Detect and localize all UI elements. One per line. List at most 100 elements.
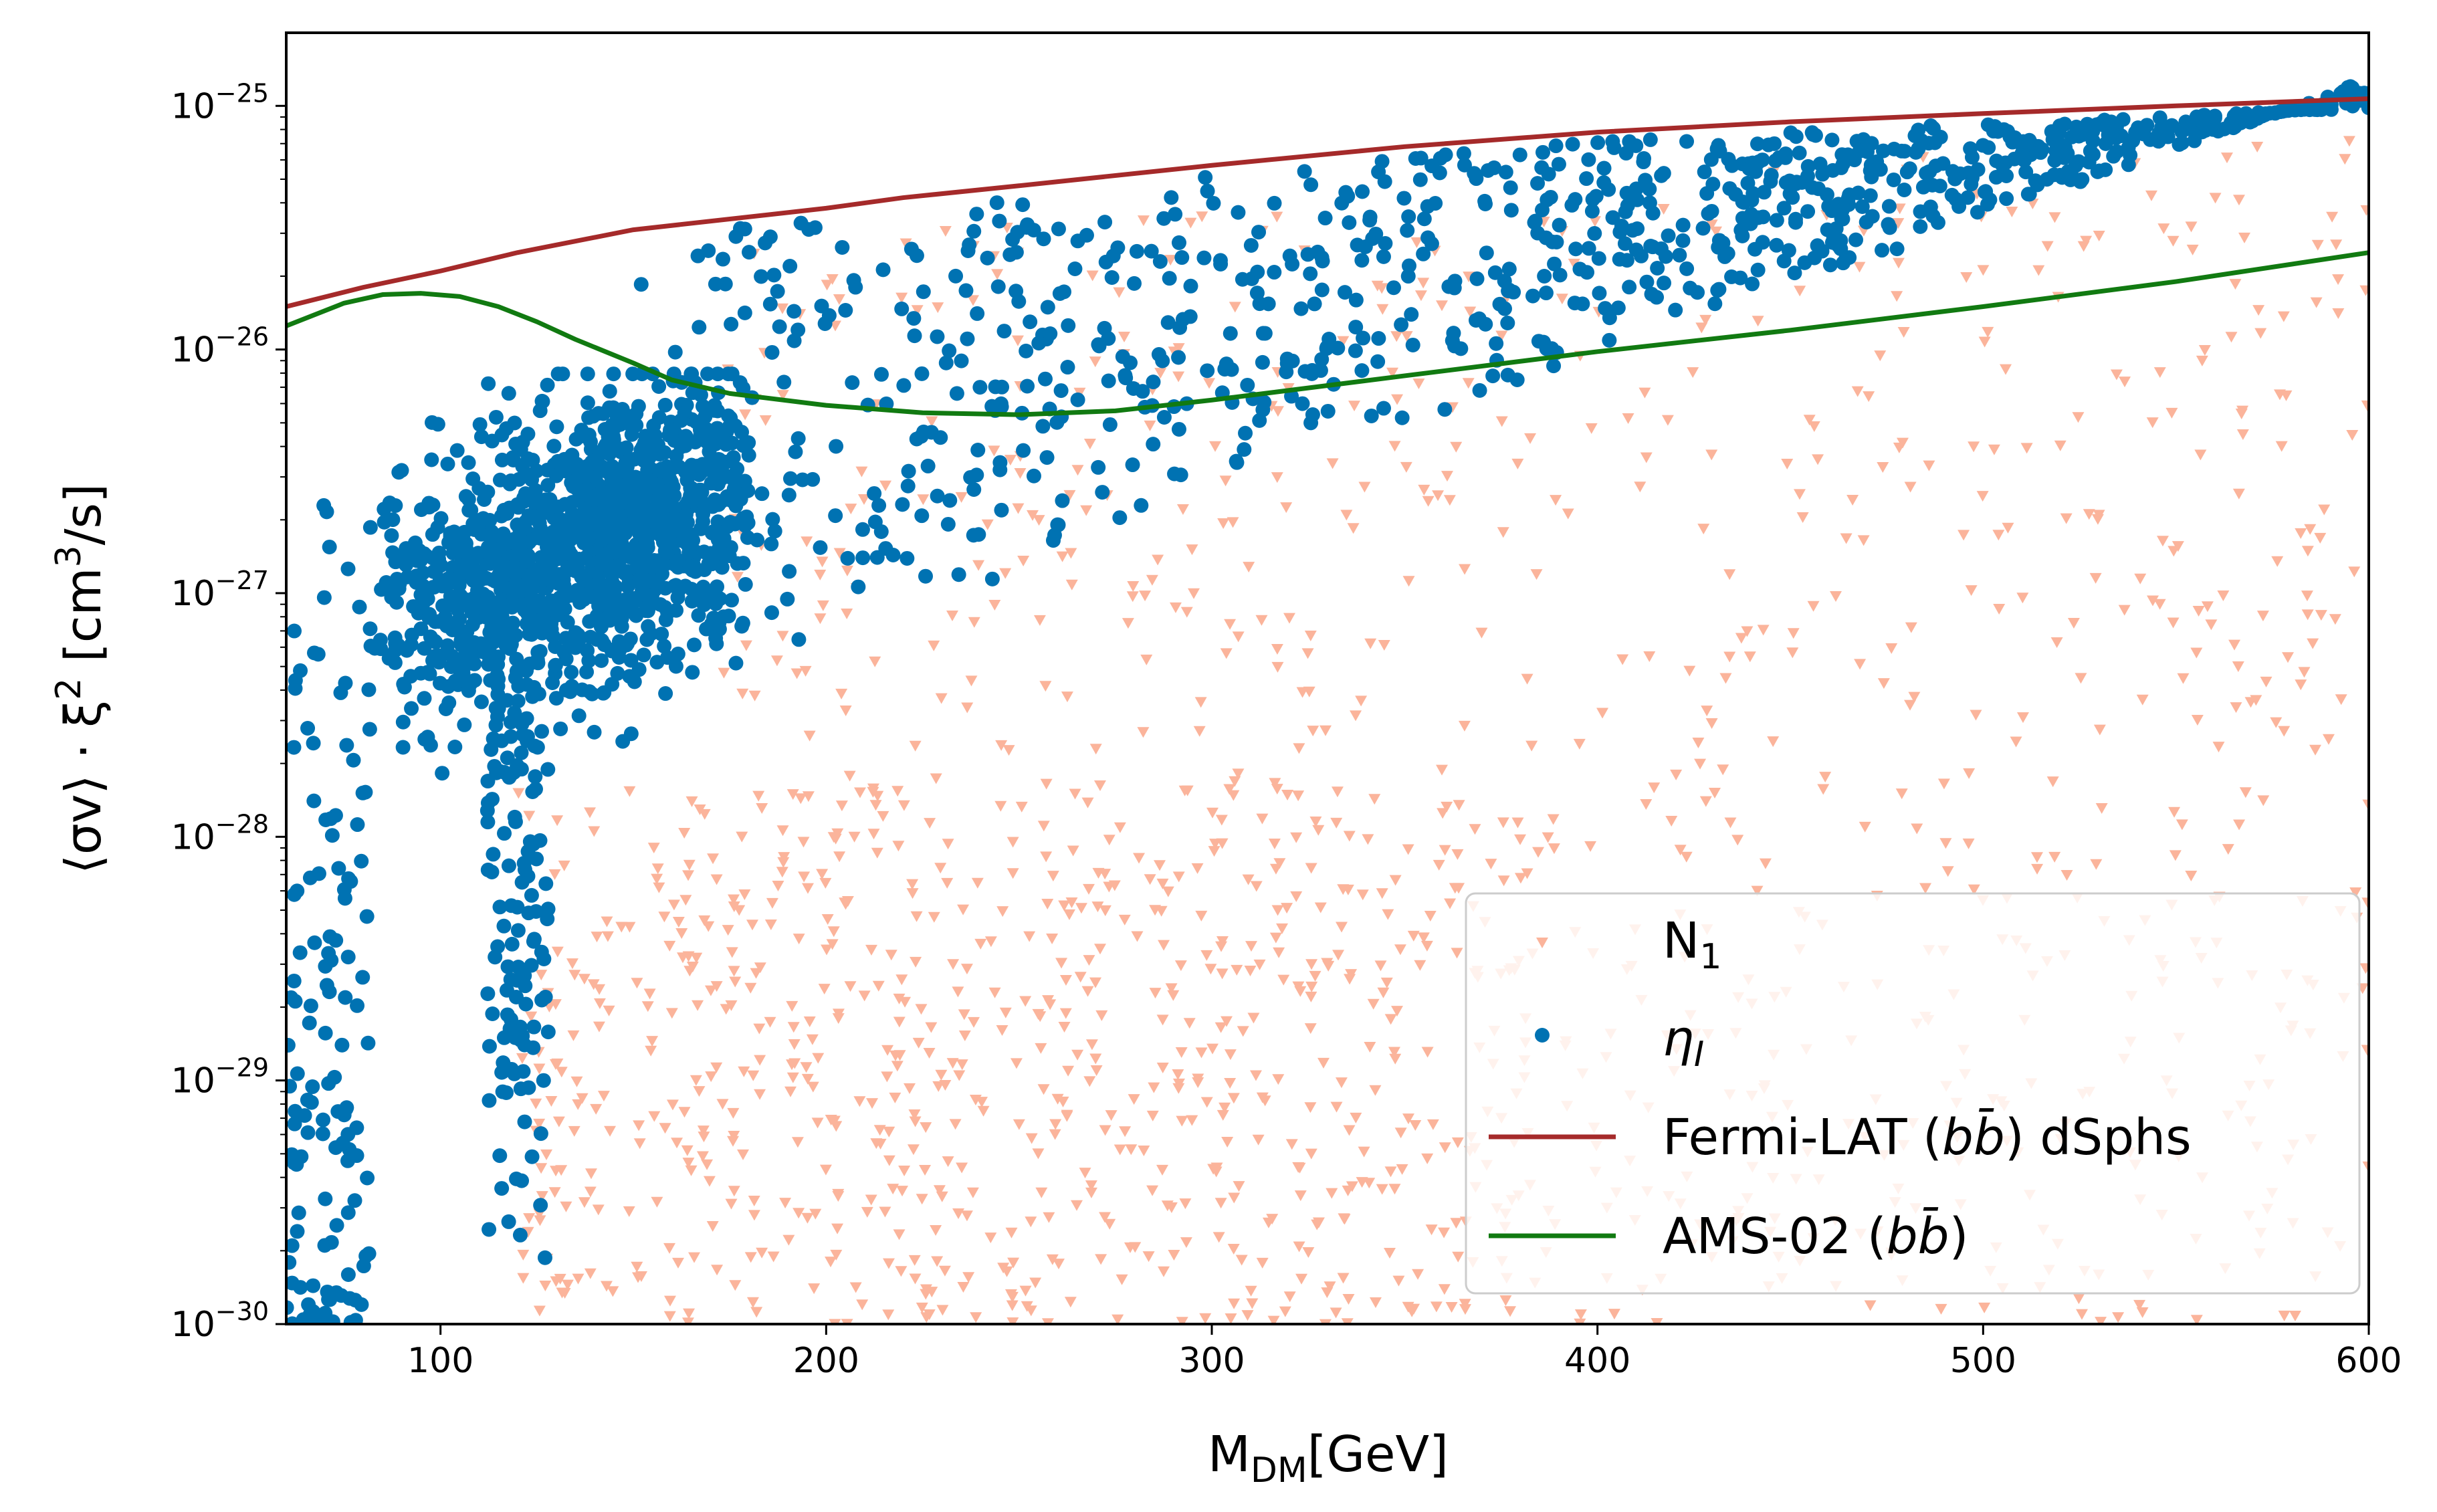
n1-point — [682, 1158, 695, 1169]
eta-point — [724, 592, 739, 608]
eta-point — [1548, 138, 1564, 154]
eta-point — [1622, 280, 1637, 295]
eta-point — [484, 612, 500, 627]
eta-point — [1102, 417, 1118, 432]
n1-point — [1807, 601, 1820, 612]
n1-point — [2194, 449, 2207, 461]
eta-point — [488, 409, 504, 425]
n1-point — [1271, 905, 1284, 916]
n1-point — [1857, 535, 1870, 546]
eta-point — [1658, 249, 1673, 264]
eta-point — [835, 239, 850, 255]
n1-point — [555, 1165, 568, 1176]
eta-point — [512, 521, 527, 536]
n1-point — [1090, 1065, 1103, 1076]
eta-point — [322, 539, 337, 554]
eta-point — [1630, 192, 1645, 207]
n1-point — [2167, 617, 2180, 629]
eta-point — [1650, 261, 1665, 276]
n1-point — [1367, 998, 1380, 1010]
n1-point — [1013, 1119, 1025, 1130]
eta-point — [1162, 271, 1177, 286]
n1-point — [1376, 304, 1389, 315]
n1-point — [857, 494, 870, 505]
n1-point — [1070, 1200, 1083, 1211]
n1-point — [952, 986, 964, 998]
eta-point — [1512, 147, 1527, 163]
n1-point — [2252, 305, 2265, 316]
eta-point — [643, 626, 659, 641]
n1-point — [690, 1075, 702, 1086]
eta-point — [545, 675, 560, 690]
eta-point — [328, 1140, 344, 1156]
eta-point — [506, 765, 522, 780]
n1-point — [685, 1165, 698, 1176]
n1-point — [2165, 407, 2178, 419]
eta-point — [2046, 167, 2062, 183]
eta-point — [930, 488, 945, 504]
n1-point — [752, 790, 765, 802]
n1-point — [2239, 787, 2252, 798]
eta-point — [571, 708, 587, 724]
n1-point — [786, 1072, 799, 1083]
eta-point — [521, 905, 536, 921]
n1-point — [753, 1023, 766, 1035]
eta-point — [631, 470, 646, 485]
eta-point — [387, 630, 403, 645]
n1-point — [908, 1109, 921, 1121]
n1-point — [988, 599, 1001, 611]
eta-point — [1722, 181, 1737, 196]
n1-point — [744, 1252, 757, 1263]
eta-point — [1863, 188, 1878, 203]
n1-point — [821, 280, 833, 291]
n1-point — [1228, 1192, 1241, 1204]
n1-point — [2067, 618, 2080, 629]
eta-point — [1617, 236, 1632, 251]
eta-point — [638, 429, 653, 444]
n1-point — [839, 706, 852, 717]
n1-point — [1113, 287, 1126, 298]
n1-point — [2348, 566, 2361, 578]
eta-point — [737, 473, 752, 489]
eta-point — [620, 578, 635, 594]
n1-point — [685, 796, 698, 807]
n1-point — [2031, 863, 2044, 875]
eta-point — [720, 366, 736, 382]
n1-point — [871, 847, 883, 859]
eta-point — [595, 633, 610, 648]
n1-point — [1511, 458, 1524, 469]
eta-point — [1314, 282, 1330, 298]
n1-point — [2090, 859, 2103, 870]
eta-point — [1923, 118, 1939, 134]
n1-point — [648, 1111, 661, 1122]
n1-point — [1904, 481, 1917, 493]
n1-point — [1037, 1084, 1050, 1095]
n1-point — [1895, 788, 1908, 800]
eta-point — [424, 415, 439, 430]
n1-point — [560, 1201, 572, 1212]
n1-point — [1495, 330, 1508, 342]
eta-point — [504, 936, 520, 952]
n1-point — [1156, 1014, 1169, 1026]
eta-point — [1237, 442, 1252, 457]
eta-point — [348, 1313, 363, 1324]
n1-point — [1362, 834, 1374, 845]
n1-point — [588, 826, 601, 837]
n1-point — [1301, 648, 1314, 659]
eta-point — [591, 492, 606, 507]
n1-point — [1885, 643, 1898, 654]
n1-point — [962, 1272, 975, 1283]
n1-point — [844, 981, 857, 992]
eta-point — [593, 557, 609, 572]
n1-point — [946, 610, 959, 621]
eta-point — [2152, 110, 2167, 126]
n1-point — [2343, 136, 2355, 147]
n1-point — [1155, 905, 1168, 917]
eta-point — [540, 477, 556, 493]
x-tick-label: 600 — [2335, 1341, 2402, 1381]
eta-point — [1834, 202, 1850, 217]
n1-point — [1497, 817, 1509, 829]
n1-point — [930, 773, 942, 784]
eta-point — [1354, 253, 1370, 268]
n1-point — [615, 922, 628, 933]
